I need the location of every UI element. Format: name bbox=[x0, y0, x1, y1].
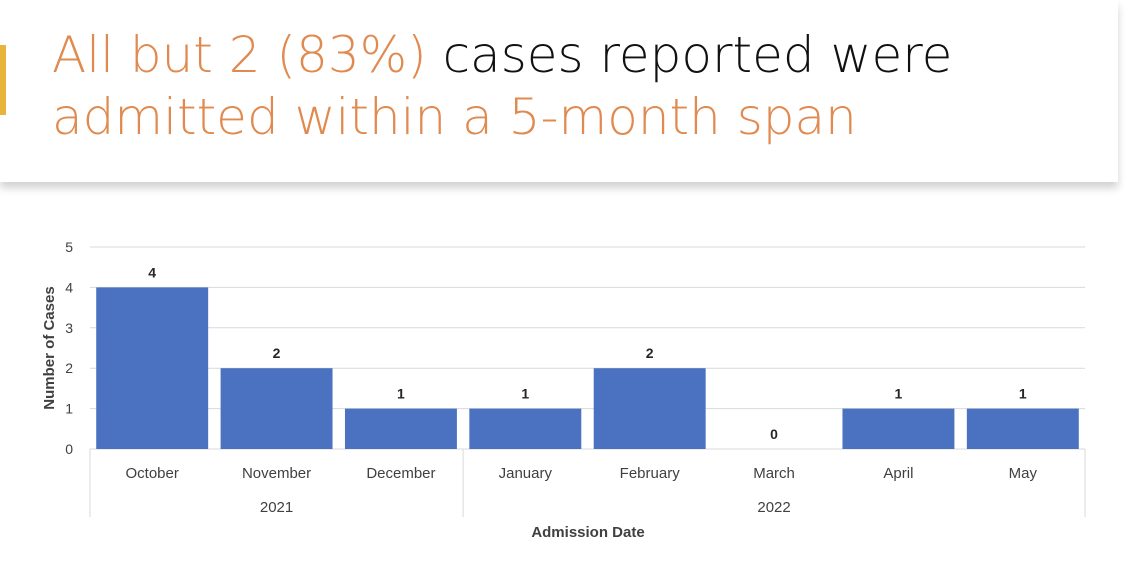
title-band: All but 2 (83%) cases reported were admi… bbox=[0, 0, 1118, 182]
bar bbox=[220, 368, 333, 449]
y-tick-label: 3 bbox=[65, 320, 73, 336]
x-tick-label: May bbox=[1009, 465, 1038, 482]
x-tick-label: April bbox=[883, 465, 913, 482]
year-label: 2021 bbox=[260, 499, 293, 516]
y-tick-label: 0 bbox=[65, 441, 73, 457]
data-label: 1 bbox=[521, 386, 529, 402]
y-tick-label: 2 bbox=[65, 360, 73, 376]
slide-title: All but 2 (83%) cases reported were admi… bbox=[52, 24, 1102, 148]
year-label: 2022 bbox=[757, 499, 790, 516]
x-tick-label: March bbox=[753, 465, 795, 482]
bar bbox=[966, 408, 1079, 449]
x-axis-title: Admission Date bbox=[531, 524, 644, 541]
bar bbox=[842, 408, 955, 449]
data-label: 2 bbox=[273, 345, 281, 361]
x-tick-label: October bbox=[126, 465, 179, 482]
data-label: 2 bbox=[646, 345, 654, 361]
bar bbox=[593, 368, 706, 449]
bar bbox=[344, 408, 457, 449]
x-tick-label: January bbox=[499, 465, 553, 482]
accent-strip bbox=[0, 45, 6, 115]
data-label: 0 bbox=[770, 426, 778, 442]
data-label: 4 bbox=[148, 264, 156, 280]
x-tick-label: December bbox=[366, 465, 435, 482]
data-label: 1 bbox=[397, 386, 405, 402]
title-text: cases reported were bbox=[426, 26, 953, 84]
x-tick-label: November bbox=[242, 465, 311, 482]
title-line-2: admitted within a 5-month span bbox=[52, 88, 857, 146]
y-tick-label: 5 bbox=[65, 239, 73, 255]
bar bbox=[469, 408, 582, 449]
x-tick-label: February bbox=[620, 465, 681, 482]
title-highlight: All but 2 (83%) bbox=[52, 26, 427, 84]
y-tick-label: 4 bbox=[65, 279, 73, 295]
data-label: 1 bbox=[895, 386, 903, 402]
y-tick-label: 1 bbox=[65, 401, 73, 417]
data-label: 1 bbox=[1019, 386, 1027, 402]
y-axis-title: Number of Cases bbox=[41, 286, 58, 409]
title-line-1: All but 2 (83%) cases reported were bbox=[52, 24, 1102, 86]
bar bbox=[96, 287, 209, 449]
